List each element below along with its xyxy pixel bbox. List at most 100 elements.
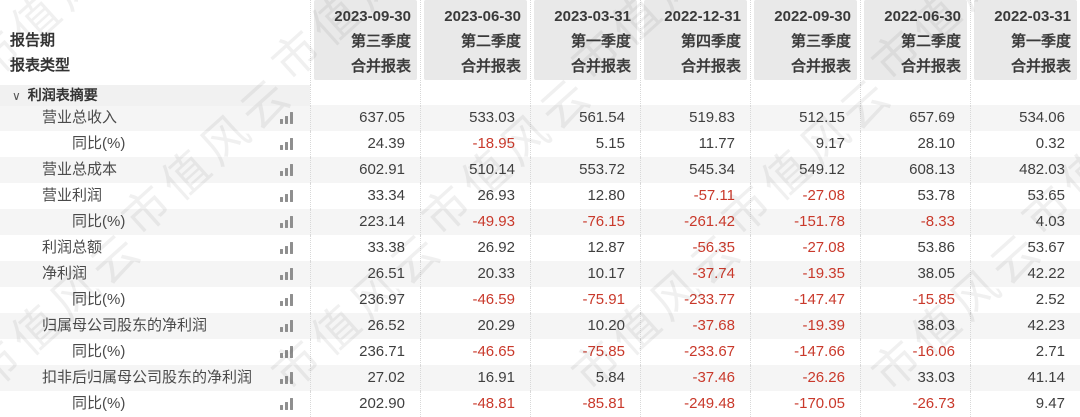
section-label-cell[interactable]: ∨ 利润表摘要 (0, 85, 310, 106)
value-cell: 533.03 (420, 105, 530, 131)
value-cell: -37.74 (640, 261, 750, 287)
metric-label-cell: 利润总额 (0, 235, 310, 261)
value-cell: -49.93 (420, 209, 530, 235)
value-cell: -151.78 (750, 209, 860, 235)
section-empty-cell (530, 85, 640, 106)
column-header: 2022-12-31 第四季度 合并报表 (640, 0, 750, 85)
bar-chart-icon[interactable] (280, 190, 294, 202)
bar-chart-icon[interactable] (280, 346, 294, 358)
column-report-type: 合并报表 (350, 58, 411, 75)
column-report-type: 合并报表 (790, 58, 851, 75)
table-row: 净利润 26.51 20.33 10.17 -37.74 -19.35 38.05 42.22 (0, 261, 1080, 287)
column-header: 2023-03-31 第一季度 合并报表 (530, 0, 640, 85)
value-cell: -233.77 (640, 287, 750, 313)
value-cell: 38.03 (860, 313, 970, 339)
value-cell: 0.32 (970, 131, 1080, 157)
table-header-row: 报告期 报表类型 2023-09-30 第三季度 合并报表 2023-06-30 第二季… (0, 0, 1080, 85)
metric-label: 同比(%) (72, 135, 126, 152)
column-date: 2022-12-31 (664, 8, 741, 25)
column-quarter: 第三季度 (790, 33, 851, 50)
column-report-type: 合并报表 (460, 58, 521, 75)
value-cell: 534.06 (970, 105, 1080, 131)
bar-chart-icon[interactable] (280, 294, 294, 306)
report-type-label: 报表类型 (10, 57, 71, 74)
value-cell: 2.71 (970, 339, 1080, 365)
column-report-type: 合并报表 (1010, 58, 1071, 75)
value-cell: 553.72 (530, 157, 640, 183)
value-cell: -26.73 (860, 391, 970, 417)
value-cell: 12.87 (530, 235, 640, 261)
table-row: 归属母公司股东的净利润 26.52 20.29 10.20 -37.68 -19.39 38… (0, 313, 1080, 339)
value-cell: 33.03 (860, 365, 970, 391)
value-cell: -19.35 (750, 261, 860, 287)
value-cell: 42.23 (970, 313, 1080, 339)
value-cell: 236.71 (310, 339, 420, 365)
section-empty-cell (860, 85, 970, 106)
column-quarter: 第一季度 (1010, 33, 1071, 50)
bar-chart-icon[interactable] (280, 112, 294, 124)
bar-chart-icon[interactable] (280, 164, 294, 176)
metric-label: 同比(%) (72, 213, 126, 230)
value-cell: -37.46 (640, 365, 750, 391)
bar-chart-icon[interactable] (280, 398, 294, 410)
value-cell: 657.69 (860, 105, 970, 131)
section-row-income-statement[interactable]: ∨ 利润表摘要 (0, 85, 1080, 106)
column-date: 2022-03-31 (994, 8, 1071, 25)
value-cell: 637.05 (310, 105, 420, 131)
metric-label-cell: 营业总成本 (0, 157, 310, 183)
bar-chart-icon[interactable] (280, 268, 294, 280)
column-header: 2022-06-30 第二季度 合并报表 (860, 0, 970, 85)
value-cell: 602.91 (310, 157, 420, 183)
value-cell: -15.85 (860, 287, 970, 313)
column-header: 2023-09-30 第三季度 合并报表 (310, 0, 420, 85)
column-header: 2022-09-30 第三季度 合并报表 (750, 0, 860, 85)
value-cell: 236.97 (310, 287, 420, 313)
bar-chart-icon[interactable] (280, 372, 294, 384)
metric-label-cell: 扣非后归属母公司股东的净利润 (0, 365, 310, 391)
metric-label: 净利润 (42, 265, 88, 282)
value-cell: -147.47 (750, 287, 860, 313)
value-cell: -249.48 (640, 391, 750, 417)
bar-chart-icon[interactable] (280, 216, 294, 228)
value-cell: 5.84 (530, 365, 640, 391)
value-cell: -85.81 (530, 391, 640, 417)
value-cell: -75.91 (530, 287, 640, 313)
value-cell: 9.47 (970, 391, 1080, 417)
metric-label-cell: 同比(%) (0, 131, 310, 157)
value-cell: 512.15 (750, 105, 860, 131)
value-cell: -46.65 (420, 339, 530, 365)
metric-label: 同比(%) (72, 291, 126, 308)
column-quarter: 第三季度 (350, 33, 411, 50)
value-cell: 24.39 (310, 131, 420, 157)
bar-chart-icon[interactable] (280, 242, 294, 254)
table-row: 同比(%) 223.14 -49.93 -76.15 -261.42 -151.78 -8.… (0, 209, 1080, 235)
value-cell: 38.05 (860, 261, 970, 287)
table-row: 扣非后归属母公司股东的净利润 27.02 16.91 5.84 -37.46 -26.26… (0, 365, 1080, 391)
value-cell: 11.77 (640, 131, 750, 157)
bar-chart-icon[interactable] (280, 138, 294, 150)
value-cell: -48.81 (420, 391, 530, 417)
metric-label-cell: 同比(%) (0, 339, 310, 365)
value-cell: 42.22 (970, 261, 1080, 287)
value-cell: 223.14 (310, 209, 420, 235)
column-date: 2023-06-30 (444, 8, 521, 25)
value-cell: 53.65 (970, 183, 1080, 209)
metric-label-cell: 同比(%) (0, 391, 310, 417)
metric-label-cell: 营业总收入 (0, 105, 310, 131)
table-row: 同比(%) 236.97 -46.59 -75.91 -233.77 -147.47 -15… (0, 287, 1080, 313)
metric-label-cell: 营业利润 (0, 183, 310, 209)
value-cell: 561.54 (530, 105, 640, 131)
value-cell: 202.90 (310, 391, 420, 417)
value-cell: 5.15 (530, 131, 640, 157)
metric-label-cell: 归属母公司股东的净利润 (0, 313, 310, 339)
section-empty-cell (420, 85, 530, 106)
value-cell: 53.67 (970, 235, 1080, 261)
chevron-down-icon[interactable]: ∨ (12, 89, 21, 103)
value-cell: -75.85 (530, 339, 640, 365)
value-cell: 41.14 (970, 365, 1080, 391)
section-empty-cell (750, 85, 860, 106)
value-cell: -8.33 (860, 209, 970, 235)
section-title: 利润表摘要 (27, 87, 98, 103)
column-date: 2023-03-31 (554, 8, 631, 25)
bar-chart-icon[interactable] (280, 320, 294, 332)
